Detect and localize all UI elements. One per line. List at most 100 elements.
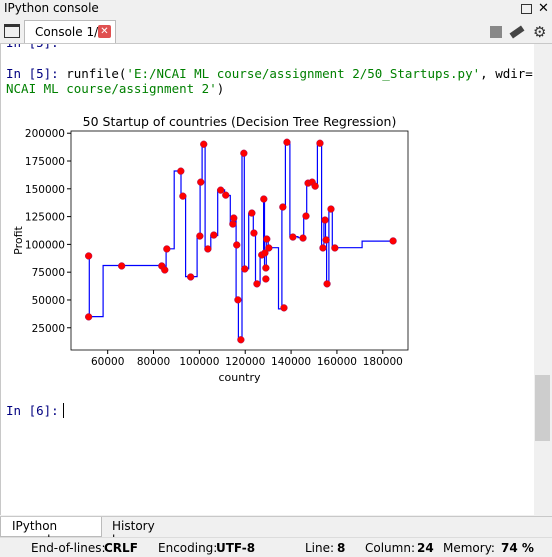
x-tick-label: 180000 xyxy=(363,356,403,368)
x-tick-label: 160000 xyxy=(317,356,357,368)
x-tick-label: 120000 xyxy=(225,356,265,368)
point xyxy=(179,192,187,200)
point xyxy=(250,229,258,237)
close-pane-button[interactable]: ✕ xyxy=(538,1,549,16)
point xyxy=(265,244,273,252)
point xyxy=(240,149,248,157)
point xyxy=(289,233,297,241)
point xyxy=(322,236,330,244)
code: , wdir= xyxy=(480,66,533,81)
point xyxy=(323,280,331,288)
point xyxy=(85,313,93,321)
point xyxy=(204,245,212,253)
point xyxy=(389,237,397,245)
status-value: CRLF xyxy=(104,541,138,555)
point xyxy=(163,245,171,253)
point xyxy=(85,252,93,260)
point xyxy=(321,216,329,224)
status-label: Memory: xyxy=(443,541,495,555)
title-bar: IPython console ✕ xyxy=(0,0,552,17)
tab-label: Console 1/A xyxy=(35,25,107,39)
point xyxy=(161,266,169,274)
status-label: Line: xyxy=(305,541,335,555)
y-tick-label: 175000 xyxy=(25,156,65,168)
status-label: Column: xyxy=(365,541,415,555)
point xyxy=(200,140,208,148)
x-tick-label: 140000 xyxy=(271,356,311,368)
point xyxy=(233,241,241,249)
point xyxy=(263,235,271,243)
point xyxy=(177,167,185,175)
chart: 50 Startup of countries (Decision Tree R… xyxy=(12,114,409,384)
point xyxy=(331,244,339,252)
point xyxy=(283,138,291,146)
point xyxy=(210,231,218,239)
code-line: In [5]: runfile('E:/NCAI ML course/assig… xyxy=(6,66,534,81)
y-tick-label: 100000 xyxy=(25,239,65,251)
browse-tabs-button[interactable] xyxy=(4,24,20,38)
stop-button[interactable] xyxy=(490,26,502,38)
code-string: 'E:/ xyxy=(533,66,534,81)
point xyxy=(234,296,242,304)
console-tab[interactable]: Console 1/A ✕ xyxy=(24,20,116,43)
point xyxy=(280,304,288,312)
status-value: UTF-8 xyxy=(216,541,256,555)
x-tick-label: 100000 xyxy=(179,356,219,368)
options-button[interactable]: ⚙ xyxy=(533,23,547,41)
status-label: Encoding: xyxy=(158,541,218,555)
point xyxy=(279,203,287,211)
undock-button[interactable] xyxy=(521,4,532,14)
code: runfile( xyxy=(58,66,127,81)
tab-bar: Console 1/A ✕ ⚙ xyxy=(0,17,552,44)
point xyxy=(316,139,324,147)
x-axis-label: country xyxy=(218,371,261,384)
tab-close-button[interactable]: ✕ xyxy=(98,25,111,38)
code-string: NCAI ML course/assignment 2' xyxy=(6,81,217,96)
y-tick-label: 150000 xyxy=(25,184,65,196)
clear-button[interactable] xyxy=(509,25,525,39)
y-tick-label: 200000 xyxy=(25,128,65,140)
point xyxy=(217,186,225,194)
point xyxy=(241,265,249,273)
code-line: NCAI ML course/assignment 2') xyxy=(6,81,224,96)
status-value: 8 xyxy=(337,541,346,555)
plot-area xyxy=(70,130,409,351)
point xyxy=(327,205,335,213)
point xyxy=(311,182,319,190)
point xyxy=(260,195,268,203)
point xyxy=(222,191,230,199)
point xyxy=(196,232,204,240)
scroll-thumb[interactable] xyxy=(535,375,550,441)
point xyxy=(253,280,261,288)
prompt: In [6]: xyxy=(6,403,59,418)
point xyxy=(262,275,270,283)
status-bar: End-of-lines: CRLF Encoding: UTF-8 Line: 8 … xyxy=(0,537,552,557)
bottom-tabs: IPython console History log xyxy=(0,516,552,547)
point xyxy=(237,336,245,344)
point xyxy=(187,273,195,281)
point xyxy=(261,249,269,257)
point xyxy=(229,220,237,228)
prompt: In [5]: xyxy=(6,44,59,50)
y-tick-label: 125000 xyxy=(25,212,65,224)
x-tick-label: 80000 xyxy=(137,356,170,368)
console-area[interactable]: In [5]: In [5]: runfile('E:/NCAI ML cour… xyxy=(0,44,534,515)
point xyxy=(302,212,310,220)
ipython-tab[interactable]: IPython console xyxy=(0,517,102,547)
point xyxy=(118,262,126,270)
chart-title: 50 Startup of countries (Decision Tree R… xyxy=(83,114,397,129)
status-label: End-of-lines: xyxy=(31,541,106,555)
history-tab[interactable]: History log xyxy=(104,517,174,547)
cursor xyxy=(63,403,64,418)
code: ) xyxy=(216,81,225,96)
y-tick-label: 50000 xyxy=(32,295,65,307)
point xyxy=(299,234,307,242)
point xyxy=(230,214,238,222)
scrollbar[interactable] xyxy=(534,44,551,515)
prompt: In [5]: xyxy=(6,66,59,81)
status-value: 24 xyxy=(417,541,434,555)
code-string: 'E:/NCAI ML course/assignment 2/50_Start… xyxy=(126,66,481,81)
x-tick-label: 60000 xyxy=(91,356,124,368)
point xyxy=(197,178,205,186)
